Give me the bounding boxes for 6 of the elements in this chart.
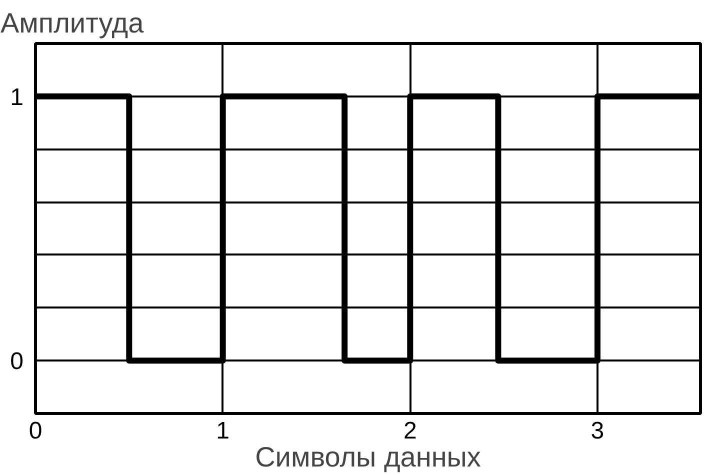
x-tick-label: 3 (590, 418, 604, 444)
y-axis-title: Амплитуда (0, 8, 144, 38)
x-axis-title: Символы данных (255, 442, 481, 472)
x-tick-label: 1 (216, 418, 230, 444)
x-tick-label: 2 (403, 418, 417, 444)
x-tick-label: 0 (28, 418, 42, 444)
